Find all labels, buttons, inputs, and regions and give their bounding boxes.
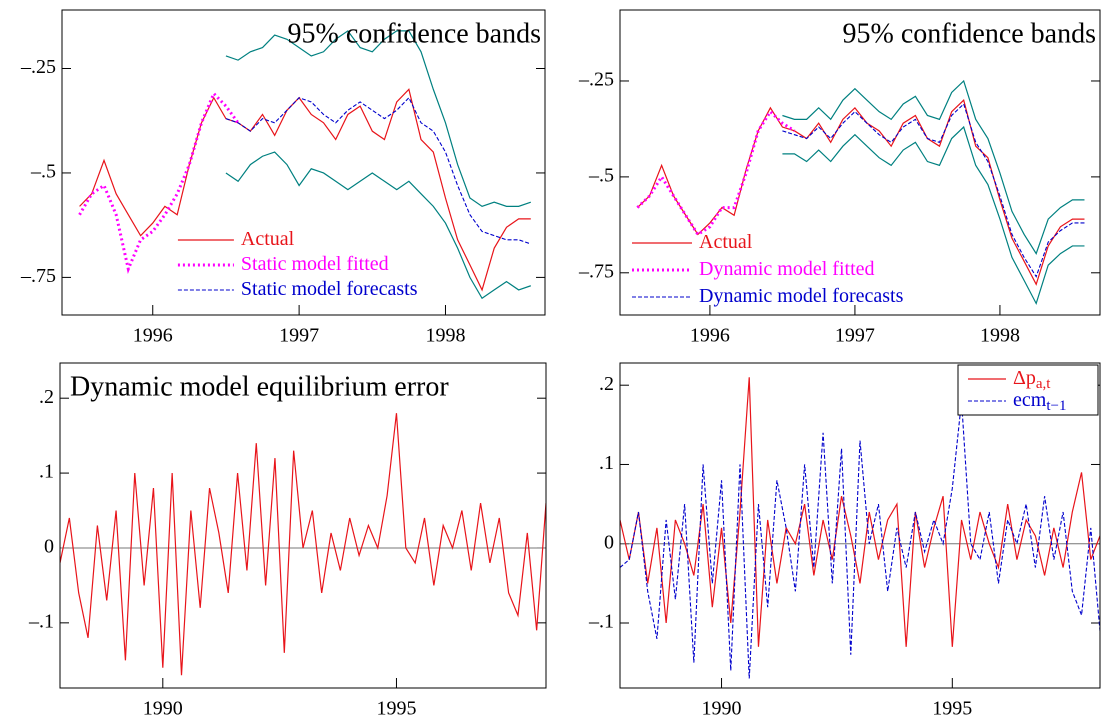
y-tick-label: .1	[599, 452, 614, 474]
y-tick-label: –.5	[30, 161, 56, 183]
chart-title: 95% confidence bands	[288, 18, 541, 49]
plot-frame	[619, 9, 1101, 316]
y-tick-label: –.75	[578, 260, 614, 282]
x-tick-label: 1990	[702, 698, 742, 719]
legend-label: Dynamic model forecasts	[699, 285, 904, 307]
legend-name: Actual	[699, 231, 753, 253]
plot-frame	[61, 9, 546, 316]
x-tick-label: 1997	[279, 325, 319, 347]
y-tick-label: –.1	[588, 611, 614, 633]
series-line	[225, 151, 531, 300]
legend-name: Dynamic model forecasts	[699, 285, 904, 307]
legend-name: ecm	[1013, 389, 1047, 411]
legend-name: Δp	[1013, 367, 1036, 389]
series-line	[78, 90, 240, 274]
legend-subscript: t−1	[1046, 398, 1066, 414]
series-line	[225, 96, 531, 245]
y-tick-label: .2	[599, 373, 614, 395]
series-line	[782, 102, 1085, 278]
legend-frame	[957, 364, 1099, 416]
x-tick-label: 1998	[425, 325, 465, 347]
series-line	[620, 400, 1100, 679]
legend-label: ecmt−1	[1013, 389, 1066, 415]
legend-name: Static model fitted	[241, 253, 389, 275]
series-line	[782, 79, 1085, 255]
legend-name: Actual	[241, 228, 295, 250]
x-tick-label: 1990	[143, 698, 183, 719]
series-line	[79, 88, 531, 292]
y-tick-label: 0	[604, 531, 614, 553]
legend-label: Static model fitted	[241, 253, 389, 275]
x-tick-label: 1995	[932, 698, 972, 719]
legend-label: Actual	[699, 231, 753, 253]
plot-frame	[59, 362, 547, 689]
y-tick-label: .2	[39, 386, 54, 408]
series-line	[636, 109, 796, 237]
legend-subscript: a,t	[1036, 376, 1051, 392]
y-tick-label: –.5	[588, 164, 614, 186]
legend-name: Dynamic model fitted	[699, 258, 875, 280]
series-line	[782, 125, 1085, 306]
y-tick-label: –.1	[28, 610, 54, 632]
chart-title: 95% confidence bands	[843, 18, 1096, 49]
y-tick-label: –.25	[578, 69, 614, 91]
legend-label: Actual	[241, 228, 295, 250]
legend-label: Dynamic model fitted	[699, 258, 875, 280]
y-tick-label: –.75	[20, 265, 56, 287]
y-tick-label: –.25	[20, 56, 56, 78]
series-line	[636, 99, 1085, 286]
legend-label: Δpa,t	[1013, 367, 1051, 393]
legend-label: Static model forecasts	[241, 278, 418, 300]
legend-name: Static model forecasts	[241, 278, 418, 300]
x-tick-label: 1998	[980, 325, 1020, 347]
plot-frame	[619, 362, 1101, 689]
x-tick-label: 1996	[133, 325, 173, 347]
x-tick-label: 1997	[835, 325, 875, 347]
y-tick-label: 0	[44, 536, 54, 558]
x-tick-label: 1995	[376, 698, 416, 719]
x-tick-label: 1996	[690, 325, 730, 347]
series-line	[620, 377, 1100, 647]
series-line	[60, 413, 546, 676]
chart-title: Dynamic model equilibrium error	[70, 371, 449, 402]
y-tick-label: .1	[39, 461, 54, 483]
series-line	[225, 30, 531, 208]
